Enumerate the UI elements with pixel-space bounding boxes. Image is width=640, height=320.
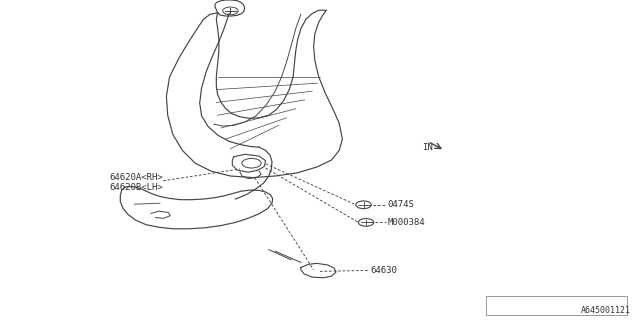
Text: M000384: M000384 (387, 218, 425, 227)
FancyBboxPatch shape (486, 296, 627, 315)
Text: 0474S: 0474S (387, 200, 414, 209)
Text: 64620B<LH>: 64620B<LH> (109, 183, 163, 192)
Text: IN: IN (422, 143, 433, 152)
Text: 64630: 64630 (370, 266, 397, 275)
Text: A645001121: A645001121 (580, 306, 630, 315)
Text: 64620A<RH>: 64620A<RH> (109, 173, 163, 182)
